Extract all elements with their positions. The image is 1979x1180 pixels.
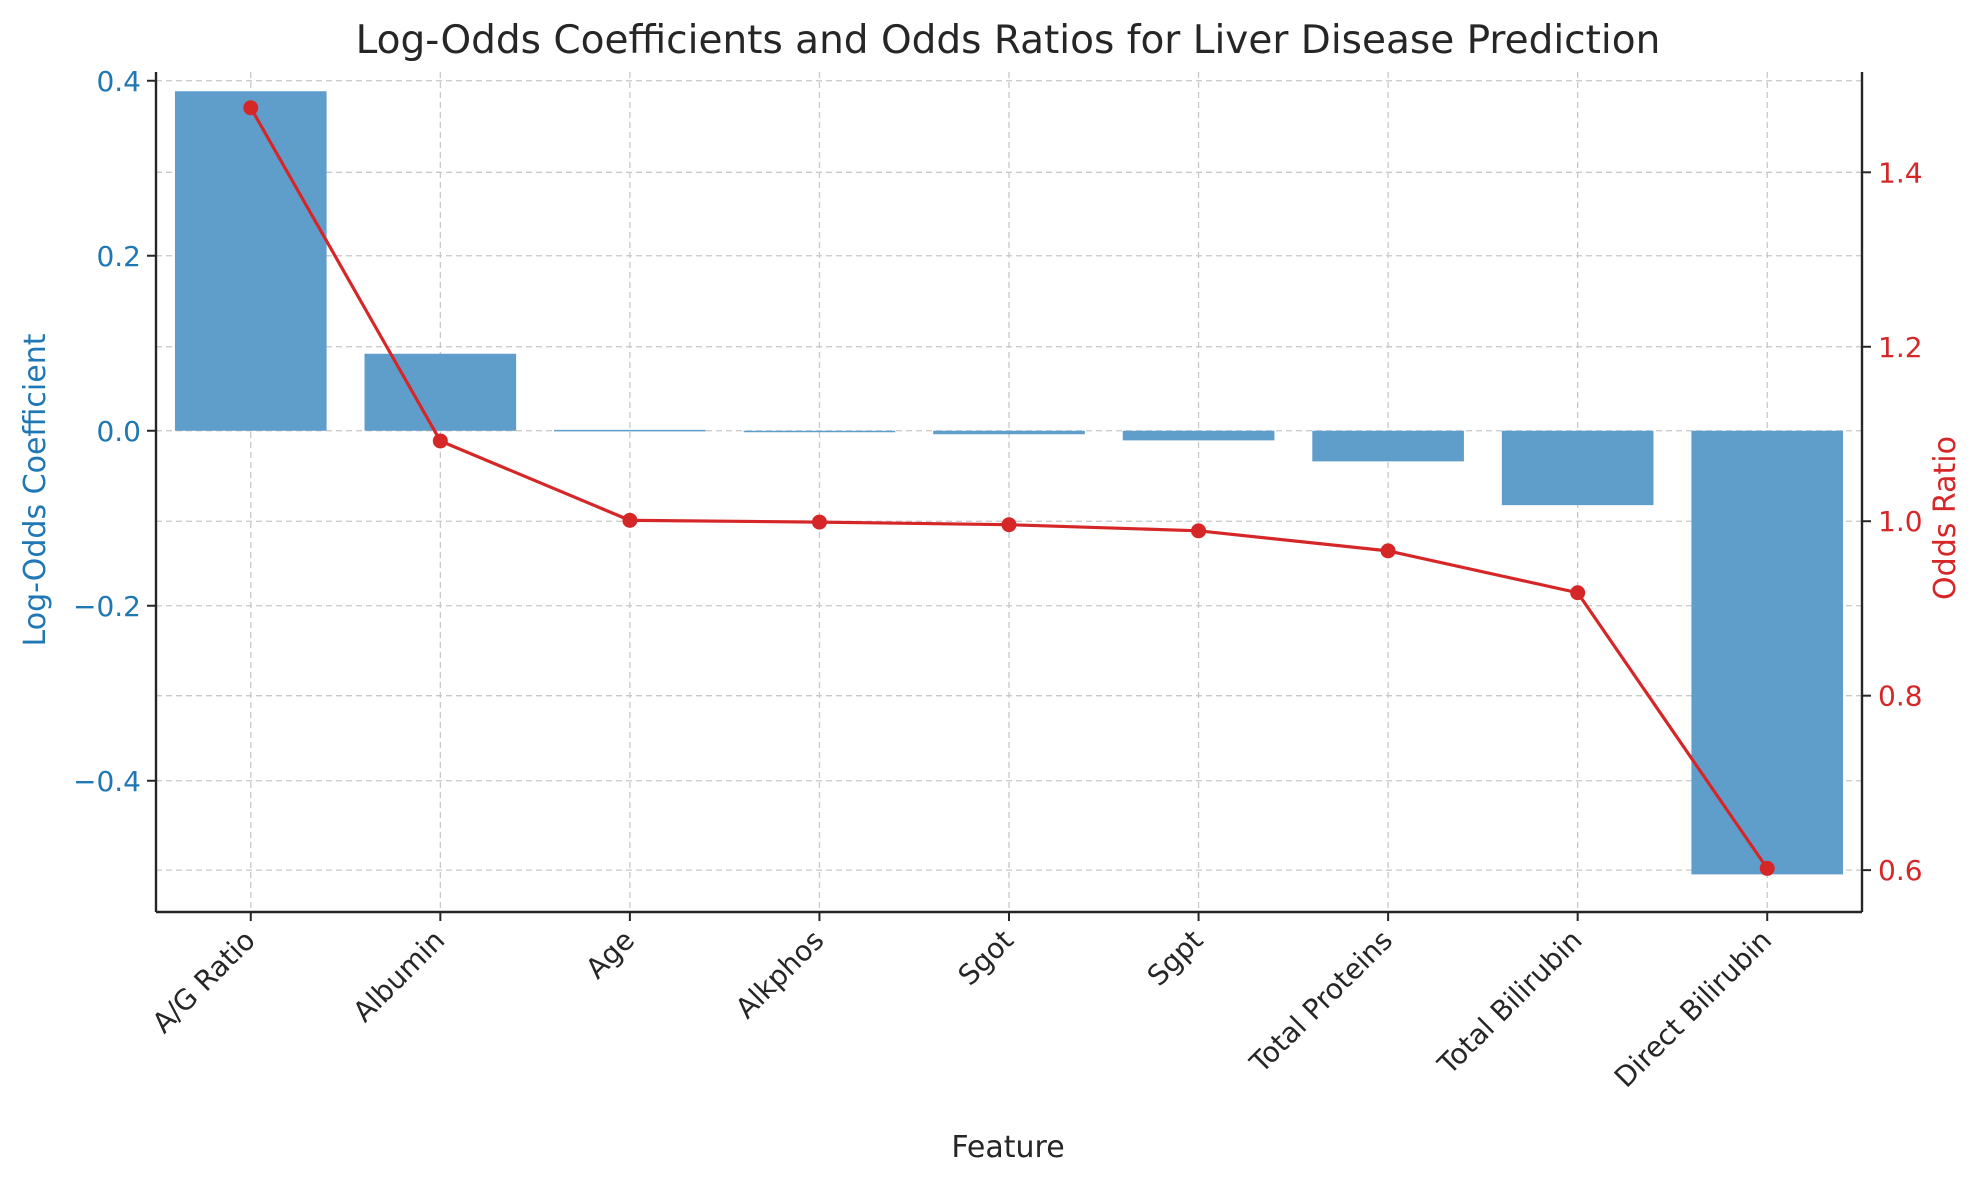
bar-total-proteins — [1312, 430, 1464, 462]
x-tick-label: Sgot — [952, 924, 1020, 992]
x-tick-label: Alkphos — [729, 924, 830, 1025]
y-left-tick-label: −0.2 — [73, 590, 141, 623]
odds-ratio-point — [811, 514, 827, 530]
x-tick-label: A/G Ratio — [146, 924, 262, 1040]
x-tick-label: Total Bilirubin — [1431, 924, 1589, 1082]
odds-ratio-point — [1380, 543, 1396, 559]
y-left-tick-label: 0.2 — [96, 240, 141, 273]
bar-direct-bilirubin — [1691, 430, 1844, 875]
y-left-axis-label: Log-Odds Coefficient — [18, 333, 53, 646]
bar-sgpt — [1122, 430, 1275, 441]
y-right-tick-label: 0.8 — [1878, 680, 1923, 713]
y-left-tick-label: −0.4 — [73, 765, 141, 798]
odds-ratio-point — [622, 512, 638, 528]
y-right-tick-label: 0.6 — [1878, 854, 1923, 887]
x-tick-label: Direct Bilirubin — [1608, 924, 1778, 1094]
x-tick-label: Total Proteins — [1243, 924, 1399, 1080]
y-right-axis-label: Odds Ratio — [1928, 436, 1963, 600]
x-tick-label: Age — [579, 924, 641, 986]
bar-sgot — [933, 430, 1085, 435]
x-tick-label: Albumin — [346, 924, 451, 1029]
y-left-tick-label: 0.0 — [96, 415, 141, 448]
bar-total-bilirubin — [1501, 430, 1654, 506]
y-right-tick-label: 1.4 — [1878, 156, 1923, 189]
y-right-tick-label: 1.2 — [1878, 331, 1923, 364]
odds-ratio-point — [1759, 860, 1775, 876]
y-right-tick-label: 1.0 — [1878, 505, 1923, 538]
bar-age — [554, 429, 706, 432]
x-axis-label: Feature — [951, 1130, 1064, 1165]
odds-ratio-series — [243, 100, 1775, 876]
bar-a-g-ratio — [174, 91, 327, 431]
odds-ratio-point — [432, 433, 448, 449]
odds-ratio-point — [243, 100, 259, 116]
odds-ratio-point — [1001, 517, 1017, 533]
odds-ratio-point — [1191, 523, 1207, 539]
axes: 0.4 0.2 0.0 −0.2 −0.4 1.4 1.2 1.0 0.8 0.6 A/G Rati… — [73, 65, 1923, 1094]
bar-albumin — [364, 353, 517, 431]
bar-alkphos — [743, 430, 896, 433]
x-tick-label: Sgpt — [1141, 924, 1210, 993]
y-left-tick-label: 0.4 — [96, 65, 141, 98]
bar-series — [174, 91, 1844, 875]
odds-ratio-point — [1570, 585, 1586, 601]
chart-title: Log-Odds Coefficients and Odds Ratios fo… — [356, 18, 1661, 63]
